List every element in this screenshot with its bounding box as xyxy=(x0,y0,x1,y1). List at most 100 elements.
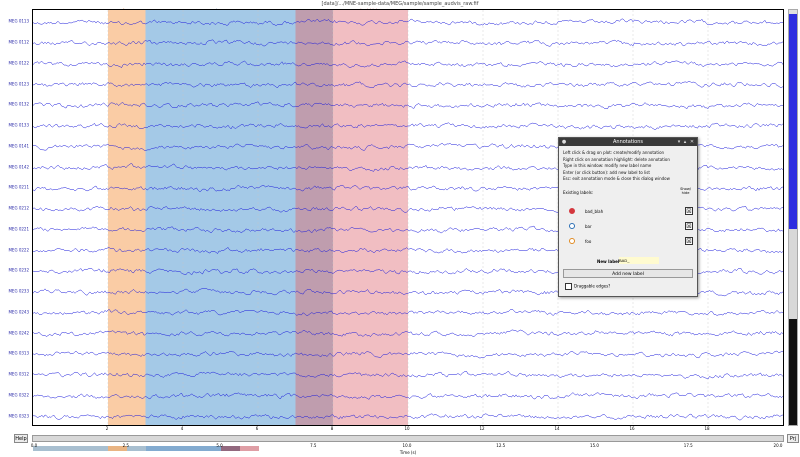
dialog-titlebar[interactable]: Annotations ● ▾ ▴ ✕ xyxy=(559,138,697,146)
label-row[interactable]: bar ☒ xyxy=(559,222,699,232)
label-row[interactable]: foo ☒ xyxy=(559,237,699,247)
top-tick-label: 12 xyxy=(479,426,485,431)
channel-name[interactable]: MEG 0132 xyxy=(8,101,29,107)
label-radio[interactable] xyxy=(569,238,575,244)
new-label-input[interactable] xyxy=(619,257,659,264)
channel-trace[interactable] xyxy=(33,329,783,338)
channel-name[interactable]: MEG 0113 xyxy=(8,18,29,24)
channel-name[interactable]: MEG 0133 xyxy=(8,122,29,128)
channel-name[interactable]: MEG 0123 xyxy=(8,81,29,87)
label-row[interactable]: bad_blah ☒ xyxy=(559,207,699,217)
scroll-annot-bad-2 xyxy=(240,446,259,451)
minimize-icon[interactable]: ▾ xyxy=(677,139,681,145)
label-radio[interactable] xyxy=(569,208,575,214)
bottom-tick-label: 2.5 xyxy=(122,443,129,448)
projectors-button[interactable]: Prj xyxy=(787,434,799,443)
show-hide-heading: Show/hide xyxy=(680,187,691,195)
channel-name[interactable]: MEG 0322 xyxy=(8,392,29,398)
annotation-span-bad-blah-3[interactable] xyxy=(333,10,408,425)
annotation-span-bad-blah-2[interactable] xyxy=(295,10,334,425)
label-name: foo xyxy=(585,239,592,244)
annotations-dialog[interactable]: Annotations ● ▾ ▴ ✕ Left click & drag on… xyxy=(558,137,698,297)
dialog-instructions: Left click & drag on plot: create/modify… xyxy=(559,146,697,183)
scroll-annot-bad-1 xyxy=(221,446,240,451)
scroll-annot-bar xyxy=(146,446,221,451)
channel-name[interactable]: MEG 0242 xyxy=(8,330,29,336)
instruction-line: Type in this window: modify new label na… xyxy=(563,163,652,168)
channel-name[interactable]: MEG 0221 xyxy=(8,226,29,232)
label-radio[interactable] xyxy=(569,223,575,229)
channel-name[interactable]: MEG 0211 xyxy=(8,184,29,190)
bottom-tick-label: 15.0 xyxy=(590,443,599,448)
top-tick-label: 4 xyxy=(180,426,184,431)
x-axis-label: Time (s) xyxy=(399,450,417,455)
channel-trace[interactable] xyxy=(33,60,783,69)
channel-trace[interactable] xyxy=(33,101,783,110)
top-tick-label: 8 xyxy=(330,426,334,431)
channel-trace[interactable] xyxy=(33,392,783,400)
bottom-tick-label: 12.5 xyxy=(496,443,506,448)
annotation-span-foo-0[interactable] xyxy=(108,10,146,425)
channel-scroll-bottom xyxy=(789,319,797,425)
channel-name[interactable]: MEG 0142 xyxy=(8,164,29,170)
channel-trace[interactable] xyxy=(33,81,783,89)
close-icon[interactable]: ✕ xyxy=(689,139,695,145)
channel-name[interactable]: MEG 0222 xyxy=(8,247,29,253)
dialog-menu-icon[interactable]: ● xyxy=(561,139,567,145)
time-scrollbar-track xyxy=(33,446,259,451)
raw-data-plot[interactable] xyxy=(32,9,784,426)
channel-name[interactable]: MEG 0313 xyxy=(8,350,29,356)
draggable-edges-checkbox[interactable]: Draggable edges? xyxy=(565,283,610,290)
top-tick-label: 16 xyxy=(629,426,635,431)
channel-name[interactable]: MEG 0122 xyxy=(8,60,29,66)
time-axis-bottom-ticks: 0.0 2.5 5.0 7.5 10.0 12.5 15.0 17.5 20.0 xyxy=(30,443,784,449)
channel-trace[interactable] xyxy=(33,370,783,380)
instruction-line: Left click & drag on plot: create/modify… xyxy=(563,150,665,155)
scroll-annot-foo xyxy=(108,446,127,451)
channel-trace[interactable] xyxy=(33,413,783,421)
channel-trace[interactable] xyxy=(33,350,783,359)
instruction-line: Right click on annotation highlight: del… xyxy=(563,156,670,162)
show-hide-checkbox[interactable]: ☒ xyxy=(685,222,693,230)
channel-trace[interactable] xyxy=(33,39,783,47)
channel-trace[interactable] xyxy=(33,18,783,26)
draggable-edges-box[interactable] xyxy=(565,283,572,290)
maximize-icon[interactable]: ▴ xyxy=(683,139,687,145)
channel-name[interactable]: MEG 0112 xyxy=(8,39,29,45)
channel-scroll-thumb[interactable] xyxy=(789,14,797,54)
time-axis-top-ticks: 2 4 6 8 10 12 14 16 18 xyxy=(32,426,784,432)
top-tick-label: 10 xyxy=(404,426,410,431)
channel-name[interactable]: MEG 0232 xyxy=(8,267,29,273)
show-hide-checkbox[interactable]: ☒ xyxy=(685,237,693,245)
time-scrollbar[interactable] xyxy=(32,435,784,451)
label-name: bar xyxy=(585,224,592,229)
raw-traces[interactable] xyxy=(33,10,783,425)
annotation-span-bar-1[interactable] xyxy=(145,10,296,425)
add-label-button[interactable]: Add new label xyxy=(563,269,693,278)
show-hide-checkbox[interactable]: ☒ xyxy=(685,207,693,215)
channel-scrollbar[interactable] xyxy=(788,9,798,426)
channel-scroll-mid xyxy=(789,54,797,229)
top-tick-label: 18 xyxy=(704,426,710,431)
bottom-tick-label: 7.5 xyxy=(310,443,317,448)
channel-name[interactable]: MEG 0323 xyxy=(8,413,29,419)
channel-name[interactable]: MEG 0312 xyxy=(8,371,29,377)
channel-name-column: MEG 0113 MEG 0112 MEG 0122 MEG 0123 MEG 0132… xyxy=(0,9,32,426)
channel-name[interactable]: MEG 0243 xyxy=(8,309,29,315)
bottom-tick-label: 20.0 xyxy=(773,443,783,448)
new-label-title: New label: xyxy=(597,259,621,264)
channel-name[interactable]: MEG 0141 xyxy=(8,143,29,149)
help-button[interactable]: Help xyxy=(14,434,28,443)
show-hide-text: Show/ xyxy=(680,187,691,191)
channel-trace[interactable] xyxy=(33,122,783,131)
window-title: [data]/.../MNE-sample-data/MEG/sample/sa… xyxy=(321,1,479,7)
instruction-line: Esc: exit annotation mode & close this d… xyxy=(563,176,670,181)
top-tick-label: 2 xyxy=(105,426,109,431)
bottom-tick-label: 5.0 xyxy=(216,443,223,448)
top-tick-label: 14 xyxy=(554,426,560,431)
channel-name[interactable]: MEG 0212 xyxy=(8,205,29,211)
channel-trace[interactable] xyxy=(33,309,783,316)
bottom-tick-label: 0.0 xyxy=(30,443,38,448)
bottom-tick-label: 10.0 xyxy=(402,443,412,448)
channel-name[interactable]: MEG 0233 xyxy=(8,288,29,294)
